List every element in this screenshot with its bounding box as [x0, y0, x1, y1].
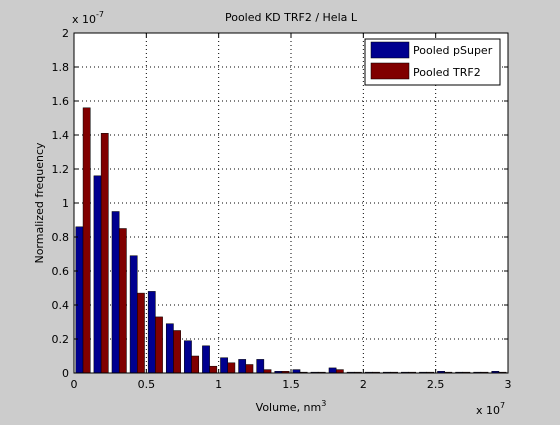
legend-swatch-pooled-psuper	[370, 41, 410, 59]
legend-swatch-pooled-trf2	[370, 62, 410, 80]
bar-pooled-trf2	[173, 330, 181, 374]
y-tick-label: 1.4	[52, 129, 70, 142]
bar-pooled-trf2	[263, 369, 272, 374]
bar-pooled-trf2	[245, 364, 254, 374]
y-tick-label: 1.8	[52, 61, 70, 74]
y-tick-label: 1.2	[52, 163, 70, 176]
bar-pooled-psuper	[202, 345, 210, 374]
bar-pooled-psuper	[93, 175, 102, 374]
bar-pooled-psuper	[129, 255, 138, 374]
y-axis-label: Normalized frequency	[33, 142, 46, 264]
x-multiplier-base: x 10	[476, 404, 500, 417]
ticks: 0 0.5 1 1.5 2 2.5 3 0 0.2 0.4 0.6 0.8 1 1.2 1.4 1.6 1.8 2	[52, 27, 512, 391]
bar-pooled-psuper	[147, 291, 156, 374]
y-tick-label: 0.4	[52, 299, 70, 312]
bar-pooled-psuper	[220, 357, 228, 374]
y-tick-label: 1.6	[52, 95, 70, 108]
x-tick-label: 1	[215, 378, 222, 391]
x-multiplier-exponent: 7	[500, 401, 505, 410]
legend-label-pooled-trf2: Pooled TRF2	[413, 66, 481, 79]
x-axis-label-superscript: 3	[321, 399, 326, 408]
x-axis-label-text: Volume, nm	[256, 401, 322, 414]
y-tick-label: 0	[62, 367, 69, 380]
legend: Pooled pSuper Pooled TRF2	[364, 38, 501, 86]
bar-pooled-trf2	[209, 365, 218, 374]
x-tick-label: 2	[360, 378, 367, 391]
x-tick-label: 1.5	[282, 378, 300, 391]
grid	[74, 33, 508, 373]
chart-title: Pooled KD TRF2 / Hela L	[225, 11, 358, 24]
x-tick-label: 2.5	[427, 378, 445, 391]
x-tick-label: 0.5	[138, 378, 156, 391]
y-multiplier-base: x 10	[72, 13, 96, 26]
bar-pooled-psuper	[238, 359, 247, 374]
y-multiplier-exponent: -7	[96, 10, 104, 19]
y-multiplier: x 10-7	[72, 10, 104, 26]
bar-pooled-psuper	[184, 340, 192, 374]
y-tick-label: 0.8	[52, 231, 70, 244]
bar-pooled-psuper	[292, 369, 301, 374]
bar-pooled-psuper	[75, 226, 84, 374]
bar-pooled-trf2	[137, 292, 145, 374]
bar-pooled-trf2	[227, 362, 236, 374]
y-tick-label: 1	[62, 197, 69, 210]
legend-label-pooled-psuper: Pooled pSuper	[413, 44, 493, 57]
x-tick-label: 3	[505, 378, 512, 391]
y-tick-label: 0.2	[52, 333, 70, 346]
x-multiplier: x 107	[476, 401, 505, 417]
bar-pooled-trf2	[191, 355, 200, 374]
bar-pooled-psuper	[256, 359, 265, 374]
bar-pooled-psuper	[165, 323, 174, 374]
x-tick-label: 0	[71, 378, 78, 391]
bar-pooled-trf2	[155, 316, 163, 374]
y-tick-label: 2	[62, 27, 69, 40]
bar-pooled-trf2	[100, 133, 109, 374]
y-tick-label: 0.6	[52, 265, 70, 278]
bar-pooled-trf2	[118, 228, 127, 374]
bar-pooled-trf2	[335, 369, 344, 374]
bar-pooled-trf2	[82, 107, 91, 374]
bar-pooled-psuper	[111, 211, 120, 374]
x-axis-label: Volume, nm3	[256, 399, 327, 414]
bar-pooled-psuper	[328, 367, 337, 374]
